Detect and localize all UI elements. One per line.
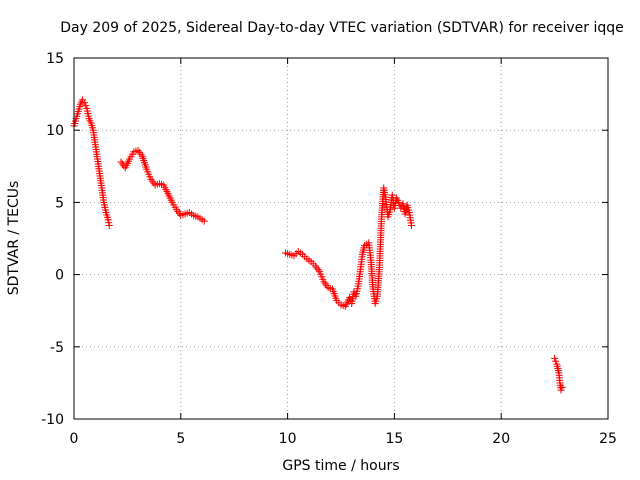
data-point bbox=[104, 216, 112, 224]
data-point bbox=[200, 217, 208, 225]
y-tick-label: 15 bbox=[46, 51, 64, 67]
y-axis-label: SDTVAR / TECUs bbox=[6, 181, 22, 296]
marks-layer bbox=[70, 96, 566, 394]
data-point-fill bbox=[552, 357, 560, 365]
y-tick-label: 5 bbox=[55, 195, 64, 211]
segment-4 bbox=[551, 354, 566, 394]
data-point-fill bbox=[105, 219, 113, 227]
plot-frame bbox=[73, 57, 609, 420]
x-tick-label: 15 bbox=[385, 431, 403, 447]
x-tick-label: 25 bbox=[599, 431, 617, 447]
ticks-layer: 0 5 10 15 20 25 -10 -5 0 5 10 15 bbox=[41, 51, 617, 447]
data-point bbox=[105, 222, 113, 230]
data-point bbox=[557, 386, 565, 394]
data-point bbox=[551, 354, 559, 362]
y-tick-label: 10 bbox=[46, 123, 64, 139]
x-tick-label: 5 bbox=[176, 431, 185, 447]
y-tick-label: 0 bbox=[55, 268, 64, 284]
chart-title: Day 209 of 2025, Sidereal Day-to-day VTE… bbox=[60, 20, 624, 36]
data-point bbox=[407, 222, 415, 230]
data-point bbox=[395, 198, 403, 206]
grid-layer bbox=[74, 58, 608, 419]
segment-3 bbox=[281, 184, 415, 310]
x-tick-label: 0 bbox=[70, 431, 79, 447]
segment-2 bbox=[117, 146, 208, 225]
data-point bbox=[558, 383, 566, 391]
x-axis-label: GPS time / hours bbox=[282, 458, 399, 474]
data-point-fill bbox=[82, 102, 90, 110]
y-tick-label: -5 bbox=[50, 340, 64, 356]
data-point bbox=[81, 99, 89, 107]
y-tick-label: -10 bbox=[41, 412, 64, 428]
segment-1 bbox=[70, 96, 113, 230]
x-tick-label: 10 bbox=[279, 431, 297, 447]
x-tick-label: 20 bbox=[492, 431, 510, 447]
